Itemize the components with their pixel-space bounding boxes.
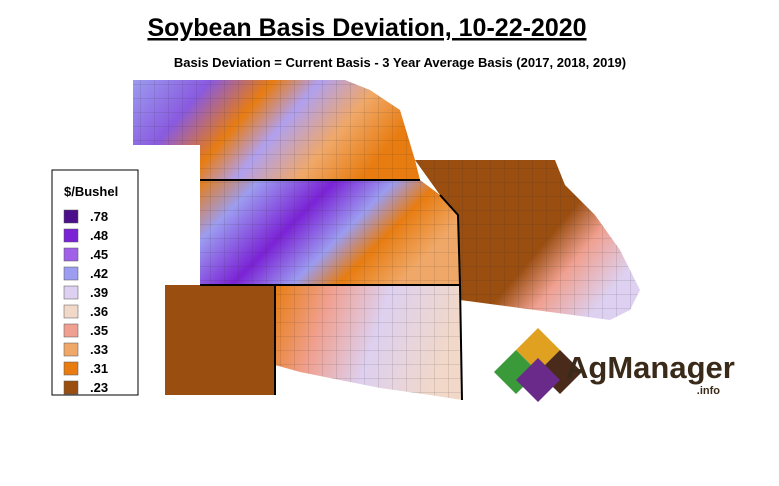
legend-swatch [63, 342, 79, 357]
legend-label: .78 [90, 209, 108, 224]
logo-suffix: .info [697, 385, 720, 397]
legend-swatch [63, 285, 79, 300]
legend-items: .78 .48 .45 .42 .39 .36 .35 .33 .31 .23 [63, 209, 108, 395]
legend-swatch [63, 228, 79, 243]
legend-label: .33 [90, 342, 108, 357]
legend-swatch [63, 361, 79, 376]
legend-swatch [63, 304, 79, 319]
legend-swatch [63, 380, 79, 395]
logo-name: AgManager [566, 350, 735, 385]
legend-label: .45 [90, 247, 108, 262]
subtitle: Basis Deviation = Current Basis - 3 Year… [174, 55, 626, 70]
legend-label: .31 [90, 361, 108, 376]
legend-label: .48 [90, 228, 108, 243]
legend-swatch [63, 209, 79, 224]
map [133, 80, 640, 401]
legend-label: .42 [90, 266, 108, 281]
legend-title: $/Bushel [64, 184, 118, 199]
legend-label: .35 [90, 323, 108, 338]
colorado-region [165, 285, 275, 395]
legend-label: .39 [90, 285, 108, 300]
title: Soybean Basis Deviation, 10-22-2020 [147, 14, 586, 42]
legend-swatch [63, 323, 79, 338]
state-borders [200, 179, 463, 401]
legend-box [51, 169, 139, 396]
legend-label: .36 [90, 304, 108, 319]
logo: AgManager .info [494, 328, 735, 402]
legend-label: .23 [90, 380, 108, 395]
legend-swatch [63, 247, 79, 262]
legend-swatch [63, 266, 79, 281]
county-lines [133, 80, 640, 400]
